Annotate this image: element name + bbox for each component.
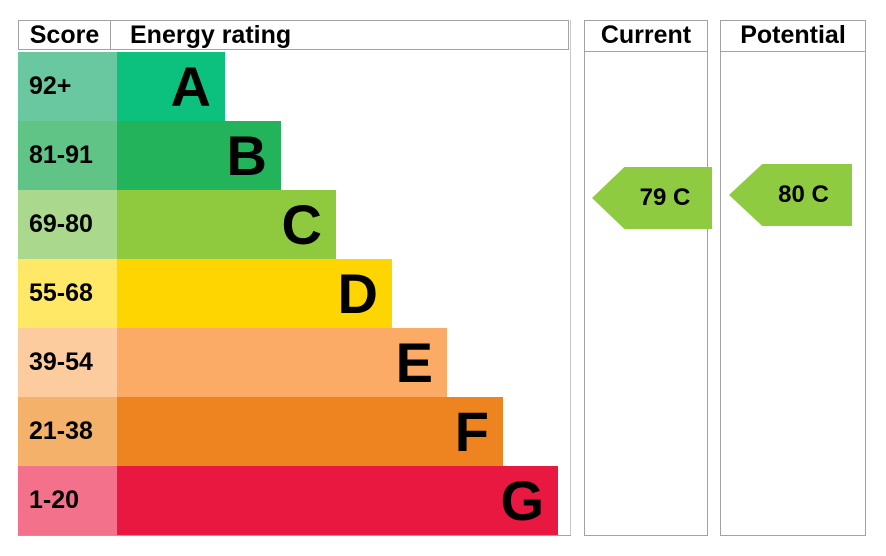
current-rating-value: 79 C bbox=[639, 184, 691, 211]
band-letter: A bbox=[170, 55, 211, 118]
band-bar: E bbox=[117, 328, 447, 397]
band-bar: A bbox=[117, 52, 225, 121]
current-column: Current bbox=[584, 20, 708, 536]
current-header: Current bbox=[585, 21, 707, 52]
potential-rating-value: 80 C bbox=[778, 181, 829, 208]
left-table-bottom-border bbox=[18, 535, 571, 536]
band-score: 81-91 bbox=[18, 121, 117, 190]
band-score: 69-80 bbox=[18, 190, 117, 259]
band-rows: 92+ A 81-91 B 69-80 C 55-68 D 39-54 E 21… bbox=[18, 52, 571, 535]
band-row-d: 55-68 D bbox=[18, 259, 571, 328]
band-letter: D bbox=[337, 262, 378, 325]
energy-rating-header: Energy rating bbox=[130, 21, 292, 49]
band-score: 1-20 bbox=[18, 466, 117, 535]
band-letter: F bbox=[454, 400, 489, 463]
band-row-a: 92+ A bbox=[18, 52, 571, 121]
band-letter: E bbox=[395, 331, 433, 394]
potential-column: Potential bbox=[720, 20, 866, 536]
potential-header: Potential bbox=[721, 21, 865, 52]
band-score: 39-54 bbox=[18, 328, 117, 397]
band-row-e: 39-54 E bbox=[18, 328, 571, 397]
band-bar: D bbox=[117, 259, 392, 328]
band-letter: B bbox=[226, 124, 267, 187]
band-bar: G bbox=[117, 466, 558, 535]
band-letter: G bbox=[500, 469, 544, 532]
band-bar: F bbox=[117, 397, 503, 466]
band-row-f: 21-38 F bbox=[18, 397, 571, 466]
left-table-header: Score Energy rating bbox=[18, 20, 569, 50]
band-row-c: 69-80 C bbox=[18, 190, 571, 259]
band-letter: C bbox=[281, 193, 322, 256]
band-score: 55-68 bbox=[18, 259, 117, 328]
band-score: 21-38 bbox=[18, 397, 117, 466]
left-table-right-border bbox=[570, 20, 571, 535]
band-row-b: 81-91 B bbox=[18, 121, 571, 190]
score-header: Score bbox=[19, 21, 111, 49]
band-bar: C bbox=[117, 190, 336, 259]
band-score: 92+ bbox=[18, 52, 117, 121]
band-bar: B bbox=[117, 121, 281, 190]
band-row-g: 1-20 G bbox=[18, 466, 571, 535]
